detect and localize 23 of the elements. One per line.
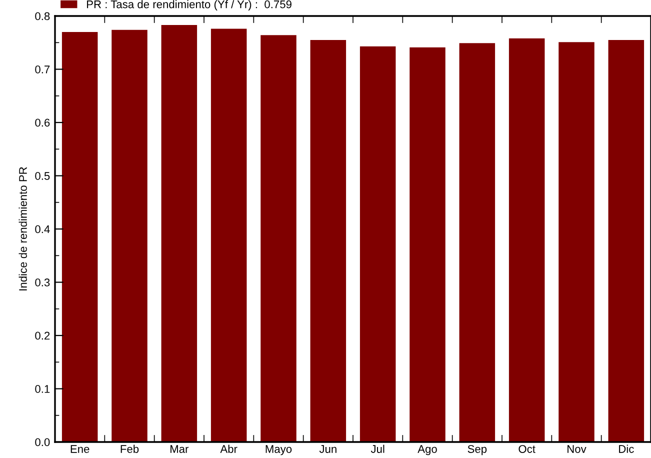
x-tick-label: Mayo [266,445,292,456]
x-tick-label: Sep [468,445,487,456]
legend-label: PR : Tasa de rendimiento (Yf / Yr) : 0.759 [87,0,292,10]
y-tick-label: 0.1 [35,385,50,393]
x-tick-label: Abr [220,444,238,453]
y-tick-label: 0.6 [35,118,50,127]
x-tick-label: Ene [70,445,90,453]
y-tick-label: 0.4 [35,225,50,234]
y-tick-label: 0.2 [35,332,50,340]
x-tick-label: Nov [568,445,586,453]
y-tick-label: 0.5 [35,172,50,180]
x-tick-label: Jun [319,445,336,453]
y-tick-label: 0.3 [35,278,50,286]
y-tick-label: 0.0 [35,438,50,446]
x-tick-label: Jul [370,444,384,453]
y-tick-label: 0.7 [35,66,50,74]
x-tick-label: Ago [418,445,437,456]
x-tick-label: Oct [518,445,536,453]
x-tick-label: Feb [120,444,139,453]
x-tick-label: Dic [619,444,634,453]
y-axis-title: Indice de rendimiento PR [18,167,27,290]
x-tick-label: Mar [170,445,189,453]
y-tick-label: 0.8 [35,12,50,20]
